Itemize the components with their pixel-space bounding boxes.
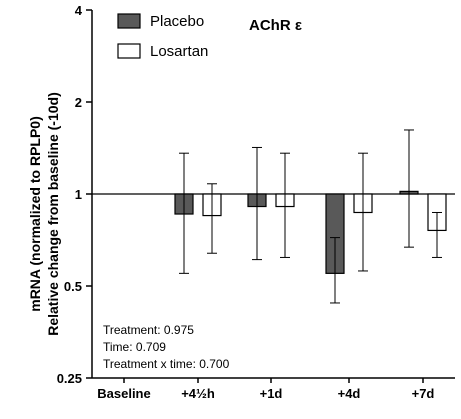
y-axis-title-line2: Relative change from baseline (-10d) (45, 92, 61, 336)
x-tick-label: Baseline (97, 386, 150, 401)
legend-label-placebo: Placebo (150, 13, 204, 30)
y-tick-label: 0.5 (64, 279, 82, 294)
annotation-interaction: Treatment x time: 0.700 (103, 357, 230, 371)
text-layer: mRNA (normalized to RPLP0) Relative chan… (27, 17, 302, 371)
x-tick-label: +4d (338, 386, 361, 401)
x-tick-label: +7d (412, 386, 435, 401)
y-tick-label: 4 (75, 3, 83, 18)
y-tick-label: 0.25 (57, 371, 82, 386)
y-tick-label: 1 (75, 187, 82, 202)
bars-layer (174, 129, 447, 304)
x-tick-label: +4½h (181, 386, 215, 401)
legend-swatch-placebo (117, 13, 141, 29)
y-axis-title-line1: mRNA (normalized to RPLP0) (27, 116, 43, 312)
legend-swatch-losartan (117, 43, 141, 59)
legend: Placebo Losartan (117, 13, 208, 60)
legend-label-losartan: Losartan (150, 43, 208, 60)
axes-layer: 0.25 0.5 1 2 4 Baseline +4½h +1d +4d +7d (57, 3, 455, 401)
chart-title: AChR ε (249, 17, 302, 34)
annotation-treatment: Treatment: 0.975 (103, 323, 194, 337)
y-tick-label: 2 (75, 95, 82, 110)
x-tick-label: +1d (260, 386, 283, 401)
annotation-time: Time: 0.709 (103, 340, 166, 354)
